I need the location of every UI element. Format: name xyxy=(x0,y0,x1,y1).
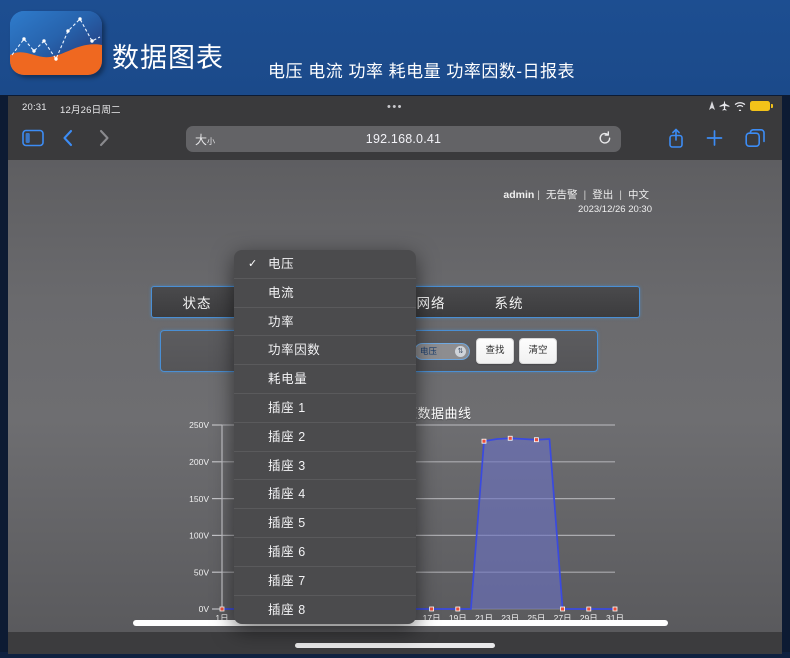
logout-link[interactable]: 登出 xyxy=(592,189,614,201)
menu-item-label: 功率因数 xyxy=(268,343,321,358)
back-button[interactable] xyxy=(61,128,75,153)
home-indicator xyxy=(295,643,495,648)
menu-item-label: 电压 xyxy=(268,257,295,271)
ipad-browser-window: 20:31 12月26日周二 ••• xyxy=(8,96,782,654)
find-button[interactable]: 查找 xyxy=(476,338,514,364)
x-axis-tick-label: 19日 xyxy=(449,613,467,623)
menu-item-label: 插座 8 xyxy=(268,602,306,617)
x-axis-tick-label: 31日 xyxy=(606,613,623,623)
airplane-mode-icon xyxy=(719,100,730,111)
metric-select[interactable]: 电压 ⇅ xyxy=(414,343,470,360)
status-dots: ••• xyxy=(386,101,404,113)
location-icon xyxy=(709,100,715,110)
menu-item-label: 插座 7 xyxy=(268,573,306,588)
chart-data-point[interactable] xyxy=(507,435,513,441)
x-axis-tick-label: 1日 xyxy=(215,613,228,623)
banner-title: 数据图表 xyxy=(112,43,224,73)
share-icon[interactable] xyxy=(667,128,685,154)
bezel-bottom xyxy=(0,652,790,658)
username: admin xyxy=(503,189,535,201)
menu-item-0[interactable]: 电压 xyxy=(234,250,416,279)
menu-item-12[interactable]: 插座 8 xyxy=(234,596,416,625)
x-axis-tick-label: 29日 xyxy=(580,613,598,623)
x-axis-tick-label: 25日 xyxy=(527,613,545,623)
y-axis-tick-label: 150V xyxy=(189,494,209,504)
menu-item-11[interactable]: 插座 7 xyxy=(234,567,416,596)
chart-data-point[interactable] xyxy=(219,606,225,612)
menu-item-8[interactable]: 插座 4 xyxy=(234,480,416,510)
alarm-status[interactable]: 无告警 xyxy=(546,189,578,201)
clear-button[interactable]: 清空 xyxy=(519,338,557,364)
menu-item-label: 插座 2 xyxy=(268,429,306,444)
menu-item-7[interactable]: 插座 3 xyxy=(234,452,416,481)
menu-item-1[interactable]: 电流 xyxy=(234,279,416,308)
nav-item-status[interactable]: 状态 xyxy=(182,296,212,311)
app-banner: 数据图表 电压 电流 功率 耗电量 功率因数-日报表 xyxy=(0,0,790,95)
menu-item-label: 电流 xyxy=(268,285,295,300)
menu-item-6[interactable]: 插座 2 xyxy=(234,423,416,452)
banner-subtitle: 电压 电流 功率 耗电量 功率因数-日报表 xyxy=(268,62,576,81)
x-axis-tick-label: 27日 xyxy=(554,613,572,623)
y-axis-tick-label: 100V xyxy=(189,531,209,541)
menu-item-label: 插座 5 xyxy=(268,516,306,531)
menu-item-2[interactable]: 功率 xyxy=(234,308,416,337)
separator-1: | xyxy=(537,189,541,201)
wifi-icon xyxy=(734,101,746,111)
menu-item-label: 插座 1 xyxy=(268,400,306,415)
separator-2: | xyxy=(583,189,587,201)
chart-app-icon xyxy=(10,11,102,75)
menu-item-label: 插座 3 xyxy=(268,458,306,473)
y-axis-tick-label: 200V xyxy=(189,457,209,467)
menu-item-5[interactable]: 插座 1 xyxy=(234,394,416,423)
nav-item-network[interactable]: 网络 xyxy=(416,296,446,311)
menu-item-4[interactable]: 耗电量 xyxy=(234,365,416,394)
reload-icon[interactable] xyxy=(598,131,612,151)
menu-item-label: 插座 6 xyxy=(268,544,306,559)
menu-item-label: 功率 xyxy=(268,314,295,329)
text-size-button[interactable]: 大小 xyxy=(195,133,216,147)
status-time: 20:31 xyxy=(22,102,47,113)
chart-data-point[interactable] xyxy=(481,438,487,444)
nav-item-system[interactable]: 系统 xyxy=(494,296,524,311)
menu-item-3[interactable]: 功率因数 xyxy=(234,336,416,366)
chart-data-point[interactable] xyxy=(533,437,539,443)
menu-item-label: 插座 4 xyxy=(268,487,306,502)
y-axis-tick-label: 0V xyxy=(199,604,210,614)
chart-area-fill xyxy=(222,438,615,609)
chart-data-point[interactable] xyxy=(612,606,618,612)
x-axis-tick-label: 21日 xyxy=(475,613,493,623)
address-bar[interactable]: 大小 192.168.0.41 xyxy=(186,126,621,152)
y-axis-tick-label: 250V xyxy=(189,420,209,430)
bezel-right xyxy=(782,95,790,658)
user-info-bar: admin | 无告警 | 登出 | 中文 2023/12/26 20:30 xyxy=(503,188,652,217)
sidebar-toggle-icon[interactable] xyxy=(22,128,44,153)
safari-toolbar: 大小 192.168.0.41 xyxy=(8,118,782,160)
chart-data-point[interactable] xyxy=(455,606,461,612)
battery-icon xyxy=(750,100,773,111)
chart-data-point[interactable] xyxy=(586,606,592,612)
menu-item-10[interactable]: 插座 6 xyxy=(234,538,416,567)
menu-item-9[interactable]: 插座 5 xyxy=(234,509,416,538)
metric-select-value: 电压 xyxy=(420,346,438,356)
page-datetime: 2023/12/26 20:30 xyxy=(578,204,652,216)
separator-3: | xyxy=(619,189,622,201)
bezel-left xyxy=(0,95,8,658)
forward-button xyxy=(97,128,111,153)
language-link[interactable]: 中文 xyxy=(628,189,649,201)
chart-data-point[interactable] xyxy=(560,606,566,612)
tabs-icon[interactable] xyxy=(745,128,766,153)
chevron-updown-icon: ⇅ xyxy=(455,346,466,357)
menu-item-label: 耗电量 xyxy=(268,372,308,387)
status-date: 12月26日周二 xyxy=(60,105,121,116)
ios-status-bar: 20:31 12月26日周二 ••• xyxy=(8,96,782,118)
status-icons xyxy=(709,100,773,111)
y-axis-tick-label: 50V xyxy=(194,567,209,577)
new-tab-button[interactable] xyxy=(705,128,724,153)
chart-data-point[interactable] xyxy=(429,606,435,612)
url-text: 192.168.0.41 xyxy=(365,132,442,146)
x-axis-tick-label: 23日 xyxy=(501,613,519,623)
x-axis-tick-label: 17日 xyxy=(423,613,441,623)
